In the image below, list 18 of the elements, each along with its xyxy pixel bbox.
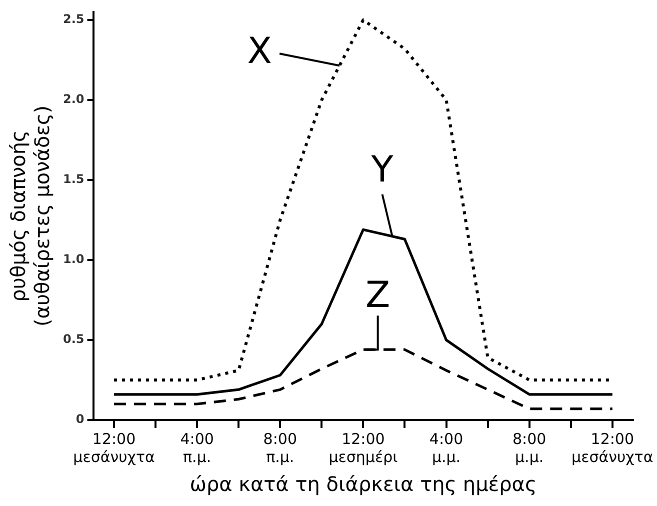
y-tick-label: 1.5: [62, 172, 84, 186]
x-tick-label: 4:00 μ.μ.: [429, 430, 464, 466]
x-tick-label: 4:00 π.μ.: [180, 430, 214, 466]
x-tick-label: 12:00 μεσάνυχτα: [572, 430, 654, 466]
y-tick-label: 0: [76, 412, 84, 426]
y-tick-label: 1.0: [62, 252, 84, 266]
x-axis-title: ώρα κατά τη διάρκεια της ημέρας: [190, 472, 537, 496]
x-tick-label: 8:00 π.μ.: [263, 430, 297, 466]
x-tick-label: 12:00 μεσημέρι: [328, 430, 398, 466]
y-tick-label: 2.5: [62, 12, 84, 26]
x-tick-label: 12:00 μεσάνυχτα: [73, 430, 155, 466]
annotation: Y: [370, 150, 394, 191]
annotation: X: [247, 30, 272, 72]
x-tick-label: 8:00 μ.μ.: [512, 430, 546, 466]
y-axis-title: ρυθμός διαπνοής (αυθαίρετες μονάδες): [6, 105, 54, 327]
y-tick-label: 0.5: [62, 332, 84, 346]
y-tick-label: 2.0: [62, 92, 84, 106]
annotation: Z: [365, 274, 390, 316]
